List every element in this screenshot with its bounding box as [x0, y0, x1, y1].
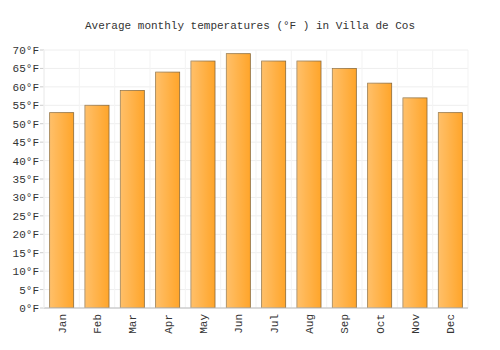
grid-line-vertical [114, 50, 115, 308]
grid-line-vertical [397, 50, 398, 308]
bar-shine [191, 61, 215, 308]
bar [85, 105, 109, 308]
x-tick-label: Sep [339, 314, 351, 334]
bar [50, 113, 74, 308]
x-tick-label: Dec [445, 314, 457, 334]
tick-mark [40, 289, 44, 290]
bar [332, 68, 356, 308]
bar-shine [226, 54, 250, 308]
tick-mark [40, 50, 44, 51]
grid-line-vertical [220, 50, 221, 308]
y-tick-label: 15°F [13, 248, 39, 260]
bar-shine [332, 68, 356, 308]
bar [191, 61, 215, 308]
x-tick-label: Aug [304, 314, 316, 334]
tick-mark [40, 105, 44, 106]
bar-shine [403, 98, 427, 308]
grid-line-vertical [44, 50, 45, 308]
x-tick-label: Oct [375, 314, 387, 334]
y-tick-label: 50°F [13, 119, 39, 131]
grid-line-vertical [432, 50, 433, 308]
grid-line-vertical [150, 50, 151, 308]
grid-line-vertical [256, 50, 257, 308]
y-tick-label: 40°F [13, 156, 39, 168]
y-tick-label: 65°F [13, 63, 39, 75]
grid-line [44, 308, 468, 309]
chart: Average monthly temperatures (°F ) in Vi… [0, 0, 500, 350]
x-tick-label: Nov [410, 314, 422, 334]
bar [120, 91, 144, 308]
title: Average monthly temperatures (°F ) in Vi… [85, 20, 415, 32]
grid-line-vertical [326, 50, 327, 308]
y-tick-label: 45°F [13, 137, 39, 149]
bar-shine [368, 83, 392, 308]
tick-mark [40, 308, 44, 309]
tick-mark [40, 123, 44, 124]
bar-shine [50, 113, 74, 308]
grid-line-vertical [185, 50, 186, 308]
bar [368, 83, 392, 308]
tick-mark [40, 197, 44, 198]
bar-shine [120, 91, 144, 308]
y-axis [44, 50, 45, 308]
y-tick-label: 30°F [13, 192, 39, 204]
x-tick-label: May [198, 314, 210, 334]
y-tick-label: 55°F [13, 100, 39, 112]
tick-mark [40, 142, 44, 143]
x-tick-label: Jan [57, 314, 69, 334]
y-tick-label: 60°F [13, 82, 39, 94]
tick-mark [40, 252, 44, 253]
tick-mark [40, 271, 44, 272]
bar [262, 61, 286, 308]
y-tick-label: 25°F [13, 211, 39, 223]
x-tick-label: Apr [163, 314, 175, 334]
bar-shine [85, 105, 109, 308]
chart-container: Average monthly temperatures (°F ) in Vi… [0, 0, 500, 350]
bar [403, 98, 427, 308]
bars [50, 54, 463, 308]
grid-line-vertical [362, 50, 363, 308]
bar [156, 72, 180, 308]
x-tick-label: Feb [92, 314, 104, 334]
y-tick-label: 35°F [13, 174, 39, 186]
x-axis [44, 308, 468, 309]
grid-line-vertical [79, 50, 80, 308]
bar-shine [297, 61, 321, 308]
y-tick-label: 10°F [13, 266, 39, 278]
tick-mark [40, 234, 44, 235]
y-tick-label: 70°F [13, 45, 39, 57]
bar-shine [262, 61, 286, 308]
tick-mark [40, 160, 44, 161]
y-tick-label: 20°F [13, 229, 39, 241]
bar [297, 61, 321, 308]
x-tick-label: Mar [127, 314, 139, 334]
x-tick-label: Jun [233, 314, 245, 334]
bar-shine [438, 113, 462, 308]
tick-mark [40, 179, 44, 180]
grid-line-vertical [291, 50, 292, 308]
bar [438, 113, 462, 308]
y-tick-label: 5°F [19, 285, 39, 297]
bar [226, 54, 250, 308]
x-tick-label: Jul [269, 314, 281, 334]
tick-mark [40, 68, 44, 69]
bar-shine [156, 72, 180, 308]
y-tick-label: 0°F [19, 303, 39, 315]
tick-mark [40, 215, 44, 216]
tick-mark [40, 86, 44, 87]
grid-line-vertical [468, 50, 469, 308]
